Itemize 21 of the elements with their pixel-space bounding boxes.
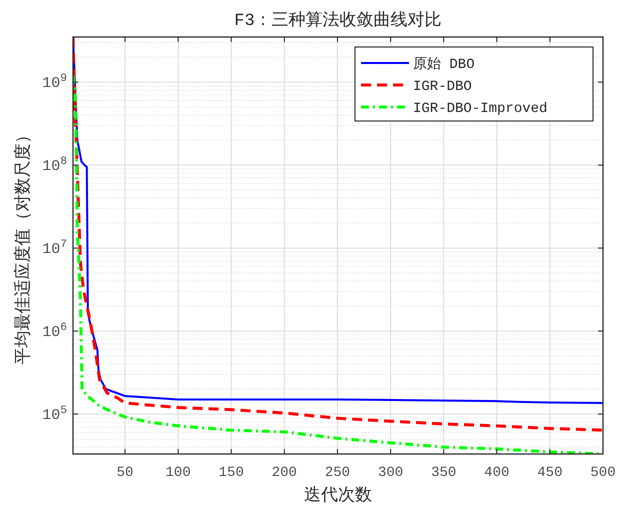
y-tick-label: 10$^{7}$ (42, 239, 67, 258)
y-tick-label: 10$^{5}$ (42, 405, 68, 424)
x-tick-label: 500 (590, 465, 616, 481)
legend-label: IGR-DBO-Improved (413, 101, 548, 117)
chart-title: F3：三种算法收敛曲线对比 (234, 11, 442, 31)
legend-label: IGR-DBO (413, 79, 472, 95)
legend-label: 原始 DBO (413, 56, 475, 73)
x-tick-label: 300 (378, 465, 404, 481)
x-tick-label: 100 (166, 465, 191, 481)
x-tick-label: 250 (324, 465, 350, 481)
x-tick-label: 400 (484, 465, 510, 481)
x-tick-label: 150 (218, 465, 244, 481)
y-tick-label: 10$^{6}$ (42, 322, 68, 342)
x-tick-label: 50 (116, 465, 134, 481)
x-axis-title: 迭代次数 (304, 486, 372, 506)
y-axis-title: 平均最佳适应度值（对数尺度） (13, 126, 34, 364)
y-tick-label: 10$^{9}$ (42, 73, 67, 92)
x-tick-label: 450 (537, 465, 563, 481)
y-tick-label: 10$^{8}$ (42, 156, 68, 176)
x-tick-label: 200 (272, 465, 297, 481)
x-tick-label: 350 (431, 465, 456, 481)
